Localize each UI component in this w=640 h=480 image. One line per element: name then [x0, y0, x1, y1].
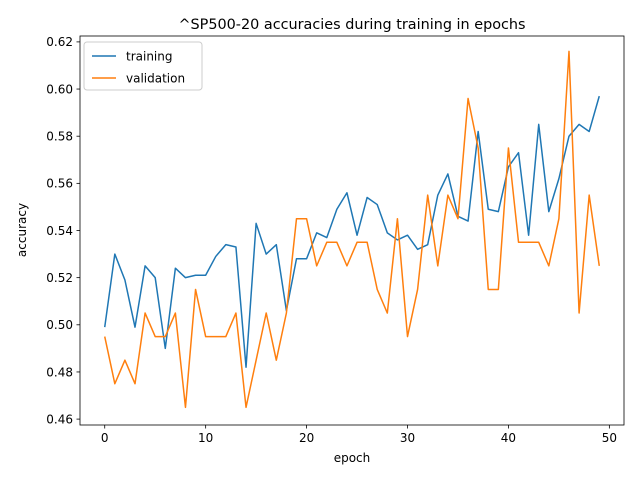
series-line-validation: [103, 50, 601, 409]
legend-label-validation: validation: [126, 71, 185, 85]
x-axis-label: epoch: [334, 451, 371, 465]
series-layer: [103, 50, 601, 409]
x-tick-label: 10: [198, 431, 213, 445]
y-tick-label: 0.58: [46, 129, 73, 143]
y-tick-label: 0.46: [46, 412, 73, 426]
axes-layer: 0 10 20 30 40 50 0.46 0.48 0.50 0.52 0.54 0.56 0.58 0…: [46, 35, 625, 445]
y-tick-label: 0.48: [46, 365, 73, 379]
x-tick-label: 30: [400, 431, 415, 445]
legend: training validation: [83, 41, 203, 91]
y-tick-label: 0.62: [46, 35, 73, 49]
legend-label-training: training: [126, 49, 173, 63]
chart-title: ^SP500-20 accuracies during training in …: [178, 17, 525, 33]
x-tick-label: 20: [299, 431, 314, 445]
series-line-training: [103, 95, 600, 368]
y-tick-label: 0.50: [46, 318, 73, 332]
x-tick-label: 0: [101, 431, 109, 445]
x-tick-label: 40: [501, 431, 516, 445]
y-axis-label: accuracy: [15, 203, 29, 257]
y-tick-label: 0.52: [46, 271, 73, 285]
y-tick-label: 0.54: [46, 224, 73, 238]
y-tick-label: 0.60: [46, 82, 73, 96]
x-tick-label: 50: [602, 431, 617, 445]
y-tick-label: 0.56: [46, 177, 73, 191]
